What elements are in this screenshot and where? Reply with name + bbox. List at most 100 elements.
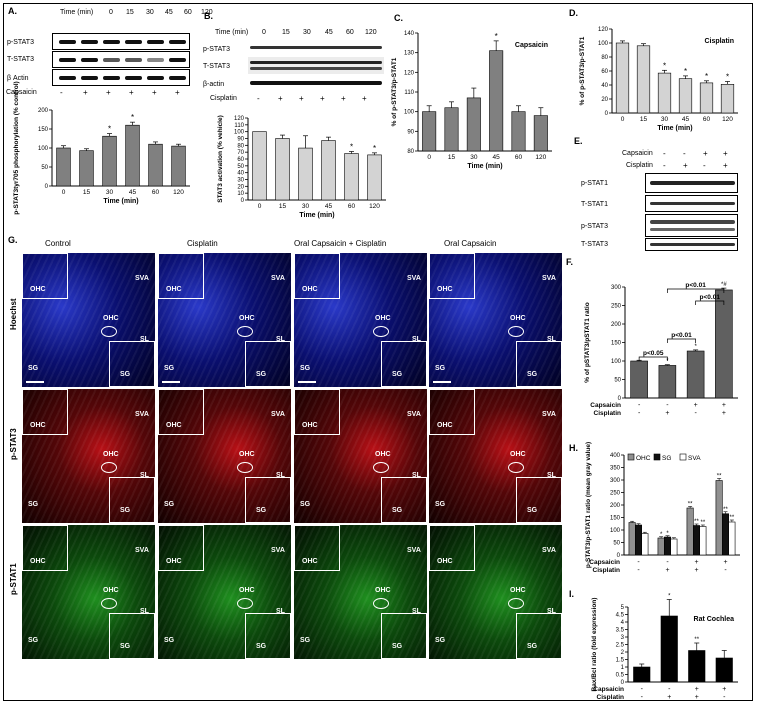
- b-sign: +: [320, 94, 325, 103]
- label-ohc: OHC: [103, 587, 119, 594]
- b-sign: -: [257, 94, 260, 103]
- inset-ohc: [22, 389, 68, 435]
- y-tick-label-C: 110: [404, 90, 414, 96]
- y-tick-label-B: 80: [237, 143, 244, 149]
- y-axis-label-A: p-STAT3tyr705 phosphorylation (% control…: [13, 81, 20, 214]
- b-time: 15: [282, 29, 290, 36]
- bar-H-OHC-3: [715, 480, 723, 556]
- label-sl: SL: [140, 336, 149, 343]
- label-sl: SL: [140, 608, 149, 615]
- micrograph-p-stat3-1: OHC SVA OHC SL SG SG: [22, 389, 155, 523]
- inset-label-ohc: OHC: [166, 558, 182, 565]
- y-tick-label-I: 5: [621, 605, 625, 611]
- a-sign: +: [129, 88, 134, 97]
- x-tick-label-D: 60: [703, 116, 711, 123]
- y-tick-label-D: 120: [598, 27, 609, 33]
- inset-label-ohc: OHC: [30, 558, 46, 565]
- x-tick-label-D: 15: [640, 116, 648, 123]
- y-tick-label-F: 50: [614, 378, 621, 384]
- inset-label-sg: SG: [527, 643, 538, 650]
- b-cisplatin-label: Cisplatin: [210, 95, 237, 102]
- scale-bar: [162, 381, 180, 383]
- g-col-caps: Oral Capsaicin: [444, 239, 497, 248]
- bar-I-3: [715, 657, 733, 683]
- ohc-circle: [101, 598, 117, 609]
- y-tick-label-B: 100: [234, 130, 245, 136]
- a-time-0: 0: [109, 9, 113, 16]
- y-tick-label-F: 150: [611, 341, 622, 347]
- g-col-control: Control: [45, 239, 71, 248]
- ohc-circle: [237, 598, 253, 609]
- x-tick-label-A: 120: [173, 189, 184, 196]
- y-tick-label-C: 80: [407, 149, 414, 155]
- b-row-actin: β-actin: [203, 81, 225, 88]
- panel-label-b: B.: [204, 11, 213, 21]
- label-sl: SL: [412, 608, 421, 615]
- scale-bar: [298, 381, 316, 383]
- bar-H-SVA-2: [699, 526, 707, 556]
- label-sg: SG: [300, 637, 311, 644]
- x-tick-label-C: 45: [493, 154, 501, 161]
- y-tick-label-H: 150: [610, 516, 621, 522]
- y-tick-label-I: 0: [621, 680, 625, 686]
- inset-ohc: [158, 525, 204, 571]
- inset-ohc: [429, 525, 475, 571]
- x-tick-label-A: 0: [62, 189, 66, 196]
- e-caps-signs: - - + +: [663, 150, 743, 158]
- x-tick-label-D: 30: [661, 116, 669, 123]
- inset-sg: [245, 341, 291, 387]
- sig-bracket-label-F: p<0.01: [671, 332, 692, 339]
- label-sg: SG: [300, 501, 311, 508]
- inset-sg: [516, 613, 562, 659]
- ohc-circle: [508, 326, 524, 337]
- bar-B-5: [367, 154, 382, 201]
- e-blot-tstat3: [645, 238, 738, 251]
- inset-label-ohc: OHC: [30, 286, 46, 293]
- a-time-row: 0 15 30 45 60 120: [109, 9, 213, 17]
- ohc-circle: [508, 598, 524, 609]
- inset-ohc: [294, 525, 340, 571]
- inset-ohc: [294, 253, 340, 299]
- x-axis-label-B: Time (min): [299, 212, 334, 219]
- label-ohc: OHC: [375, 451, 391, 458]
- y-tick-label-B: 70: [237, 150, 244, 156]
- chart-title-D: Cisplatin: [704, 38, 734, 45]
- ohc-circle: [373, 598, 389, 609]
- bar-F-0: [630, 360, 648, 399]
- x-tick-label-C: 15: [448, 154, 456, 161]
- micrograph-hoechst-2: OHC SVA OHC SL SG SG: [158, 253, 291, 387]
- e-sign: -: [683, 149, 686, 158]
- bar-D-0: [615, 42, 630, 114]
- x-tick-label-A: 30: [106, 189, 114, 196]
- bar-C-5: [533, 115, 548, 152]
- condition-sign-H: +: [694, 567, 698, 574]
- y-tick-label-C: 90: [407, 129, 414, 135]
- bar-F-2: [686, 350, 705, 399]
- y-tick-label-D: 60: [601, 69, 608, 75]
- y-axis-label-H: p-STAT3/p-STAT1 ratio (mean gray value): [585, 442, 592, 568]
- bar-C-1: [444, 107, 459, 152]
- x-tick-label-D: 0: [621, 116, 625, 123]
- ohc-circle: [373, 326, 389, 337]
- sig-star-F: *: [694, 344, 697, 350]
- chart-title-I: Rat Cochlea: [694, 616, 735, 623]
- label-sva: SVA: [407, 411, 421, 418]
- panel-label-d: D.: [569, 8, 578, 18]
- label-sl: SL: [276, 608, 285, 615]
- inset-label-sg: SG: [120, 643, 131, 650]
- sig-star-H: **: [694, 519, 699, 525]
- b-sign-row: - + + + + +: [257, 95, 387, 103]
- sig-star-F: *: [666, 359, 669, 365]
- label-sl: SL: [547, 336, 556, 343]
- inset-label-sg: SG: [256, 507, 267, 514]
- inset-label-ohc: OHC: [30, 422, 46, 429]
- label-ohc: OHC: [239, 587, 255, 594]
- bar-C-4: [511, 111, 526, 152]
- condition-sign-F: +: [722, 410, 726, 417]
- y-tick-label-D: 40: [601, 83, 608, 89]
- micrograph-p-stat1-2: OHC SVA OHC SL SG SG: [158, 525, 291, 659]
- bar-H-SG-1: [664, 536, 671, 556]
- inset-label-ohc: OHC: [437, 286, 453, 293]
- label-ohc: OHC: [103, 451, 119, 458]
